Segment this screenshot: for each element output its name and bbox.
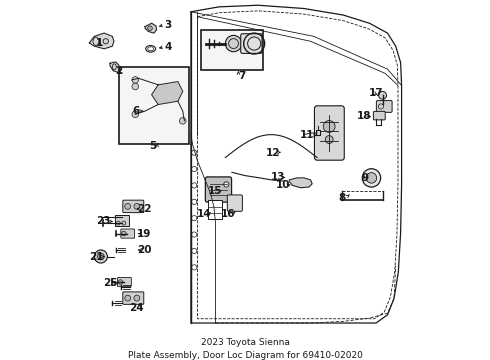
FancyBboxPatch shape (205, 177, 232, 202)
Text: 3: 3 (164, 20, 171, 30)
Text: 1: 1 (96, 38, 103, 48)
Text: 19: 19 (137, 229, 151, 239)
Text: 9: 9 (361, 173, 368, 183)
Text: 11: 11 (300, 130, 315, 140)
Text: 22: 22 (137, 204, 152, 214)
FancyBboxPatch shape (315, 106, 344, 160)
Text: 24: 24 (129, 303, 144, 312)
Text: 21: 21 (89, 252, 103, 261)
Text: 23: 23 (96, 216, 111, 226)
Text: 6: 6 (133, 106, 140, 116)
Circle shape (132, 83, 139, 90)
Circle shape (132, 77, 139, 83)
Text: 5: 5 (149, 141, 157, 151)
Polygon shape (151, 82, 183, 104)
Circle shape (179, 118, 186, 124)
FancyBboxPatch shape (227, 195, 243, 211)
Text: 16: 16 (220, 209, 235, 219)
FancyBboxPatch shape (123, 200, 144, 213)
FancyBboxPatch shape (115, 215, 129, 226)
Circle shape (366, 173, 377, 183)
Circle shape (132, 111, 139, 118)
Circle shape (134, 295, 140, 301)
Circle shape (379, 91, 387, 99)
Polygon shape (89, 33, 114, 49)
Circle shape (323, 121, 335, 132)
Circle shape (134, 203, 140, 209)
Text: 10: 10 (275, 180, 290, 190)
Circle shape (225, 35, 242, 52)
Text: 17: 17 (369, 88, 383, 98)
Text: 18: 18 (356, 111, 371, 121)
Text: 2023 Toyota Sienna: 2023 Toyota Sienna (200, 338, 290, 347)
Text: 20: 20 (137, 245, 152, 255)
Circle shape (224, 182, 229, 187)
Circle shape (94, 250, 107, 263)
Text: 13: 13 (270, 172, 285, 182)
Circle shape (118, 280, 123, 284)
Circle shape (122, 231, 126, 236)
Circle shape (98, 253, 104, 260)
Polygon shape (145, 23, 156, 33)
FancyBboxPatch shape (118, 278, 131, 287)
Circle shape (325, 136, 333, 144)
Text: 2: 2 (115, 66, 122, 76)
Text: 7: 7 (238, 71, 245, 81)
Text: 25: 25 (103, 278, 118, 288)
Text: 12: 12 (266, 148, 280, 158)
FancyBboxPatch shape (241, 34, 262, 53)
Polygon shape (289, 178, 312, 188)
Bar (119, 67, 189, 144)
Circle shape (125, 203, 131, 209)
FancyBboxPatch shape (123, 292, 144, 304)
Text: Plate Assembly, Door Loc Diagram for 69410-02020: Plate Assembly, Door Loc Diagram for 694… (127, 351, 363, 360)
FancyBboxPatch shape (208, 199, 222, 219)
Text: 8: 8 (338, 193, 345, 203)
FancyBboxPatch shape (376, 100, 392, 112)
Bar (201, 31, 263, 70)
Text: 14: 14 (197, 209, 211, 219)
Circle shape (125, 295, 131, 301)
Circle shape (362, 169, 381, 187)
Text: 15: 15 (208, 186, 222, 196)
FancyBboxPatch shape (121, 229, 135, 238)
Text: 4: 4 (164, 42, 171, 52)
Polygon shape (110, 62, 120, 72)
Circle shape (147, 26, 152, 31)
FancyBboxPatch shape (373, 111, 385, 120)
